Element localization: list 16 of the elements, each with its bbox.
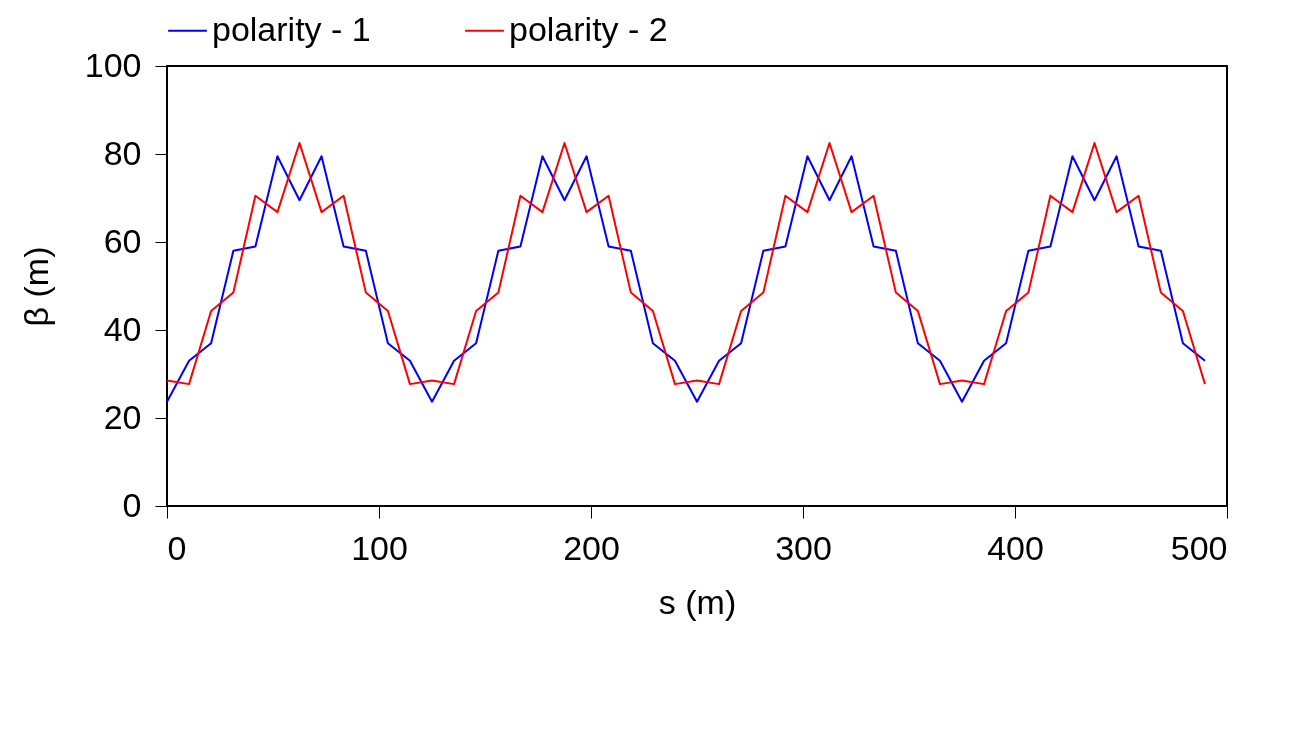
y-tick-label: 60 <box>103 221 142 260</box>
y-tick-label: 0 <box>122 485 142 524</box>
x-axis-title: s (m) <box>658 582 737 621</box>
x-tick-label: 500 <box>1170 528 1228 567</box>
y-axis-title: β (m) <box>16 246 55 327</box>
y-tick-label: 20 <box>103 397 142 436</box>
y-tick-label: 80 <box>103 133 142 172</box>
x-tick-label: 300 <box>775 528 832 567</box>
x-tick-label: 200 <box>563 528 620 567</box>
y-tick-label: 100 <box>84 45 142 84</box>
x-tick-label: 100 <box>351 528 408 567</box>
x-tick-label: 400 <box>987 528 1044 567</box>
x-tick-label: 0 <box>167 528 187 567</box>
legend-label: polarity - 1 <box>212 9 371 48</box>
y-tick-label: 40 <box>103 309 142 348</box>
legend-label: polarity - 2 <box>509 9 668 48</box>
